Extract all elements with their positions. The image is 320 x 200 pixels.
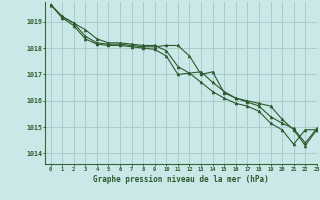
X-axis label: Graphe pression niveau de la mer (hPa): Graphe pression niveau de la mer (hPa) xyxy=(93,175,269,184)
